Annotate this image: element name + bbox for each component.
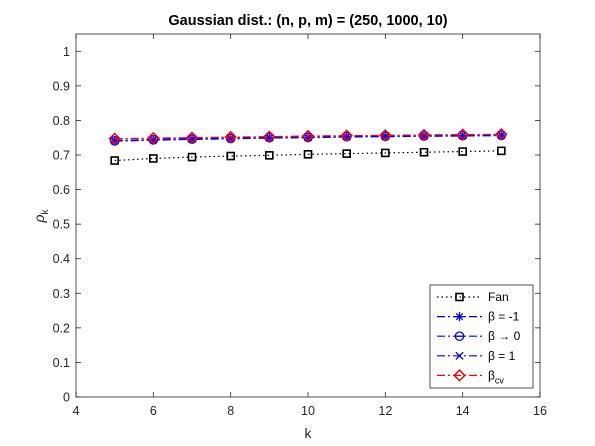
data-point: [458, 147, 467, 156]
legend-label-base: β → 0: [488, 329, 521, 343]
legend-marker: [455, 312, 464, 322]
x-tick-label: 16: [533, 404, 547, 418]
data-point: [419, 147, 429, 157]
data-point: [224, 130, 237, 144]
legend-label-base: β = 1: [488, 349, 516, 363]
x-tick-label: 14: [456, 404, 470, 418]
legend-label: Fan: [488, 290, 509, 304]
y-tick-label: 0.9: [53, 79, 70, 93]
y-tick-label: 0.2: [53, 321, 70, 335]
y-tick-label: 0.5: [53, 218, 70, 232]
legend-marker: [455, 292, 464, 302]
legend-marker: [455, 351, 464, 360]
data-point: [187, 152, 197, 162]
x-tick-label: 10: [301, 404, 315, 418]
x-axis-label: k: [305, 425, 313, 441]
data-point: [381, 148, 390, 158]
legend-entry: β = -1: [437, 310, 520, 324]
data-point: [497, 146, 506, 156]
x-tick-label: 6: [150, 404, 157, 418]
legend-entry: Fan: [437, 290, 509, 304]
legend-label: βcv: [488, 368, 504, 385]
data-point: [149, 154, 158, 163]
legend-label-base: Fan: [488, 290, 509, 304]
x-tick-label: 4: [73, 404, 80, 418]
y-axis-label: ρk: [31, 208, 51, 223]
legend-label: β = -1: [488, 310, 520, 324]
x-tick-label: 12: [378, 404, 392, 418]
legend-label-base: β = -1: [488, 310, 520, 324]
legend-marker: [454, 331, 465, 342]
y-tick-label: 0.7: [53, 149, 70, 163]
y-tick-label: 0: [63, 391, 70, 405]
data-point: [265, 151, 274, 160]
legend-label: β = 1: [488, 349, 516, 363]
series-0: [110, 146, 506, 165]
data-point: [379, 129, 392, 142]
legend: Fan β = -1 β → 0 β = 1 βcv: [429, 284, 534, 389]
legend-label: β → 0: [488, 329, 521, 343]
data-point: [110, 156, 119, 165]
y-tick-label: 0.3: [53, 287, 70, 301]
x-tick-label: 8: [227, 404, 234, 418]
legend-entry: β = 1: [437, 349, 516, 363]
data-point: [147, 131, 160, 145]
legend-label-base: β: [488, 368, 495, 382]
chart-title: Gaussian dist.: (n, p, m) = (250, 1000, …: [168, 13, 447, 29]
y-tick-label: 0.4: [53, 252, 70, 266]
data-point: [108, 132, 121, 146]
series-4: [108, 127, 508, 146]
legend-marker: [453, 369, 466, 382]
data-point: [342, 149, 351, 158]
data-point: [185, 131, 199, 144]
data-point: [495, 127, 508, 141]
y-axis-label-base: ρ: [31, 214, 47, 223]
y-tick-label: 1: [63, 45, 70, 59]
y-axis-label-sub: k: [40, 208, 51, 214]
data-point: [456, 128, 469, 141]
data-point: [303, 150, 313, 159]
legend-label-sub: cv: [495, 375, 505, 385]
y-tick-label: 0.8: [53, 114, 70, 128]
data-point: [417, 128, 431, 142]
data-point: [110, 136, 119, 145]
axes-layer: 4 6 8 10 12 14 16 0 0.1 0.2 0.3 0.4 0.5 0.6 0.7 0.8 0.9 1: [53, 34, 547, 418]
data-point: [340, 129, 353, 142]
y-tick-label: 0.1: [53, 356, 70, 370]
y-tick-label: 0.6: [53, 183, 70, 197]
data-point: [301, 129, 315, 143]
series-line: [114, 133, 502, 140]
legend-entry: β → 0: [437, 329, 521, 343]
legend-entry: βcv: [437, 368, 504, 385]
data-point: [263, 130, 276, 143]
data-point: [226, 151, 235, 161]
series-layer: [108, 127, 508, 165]
